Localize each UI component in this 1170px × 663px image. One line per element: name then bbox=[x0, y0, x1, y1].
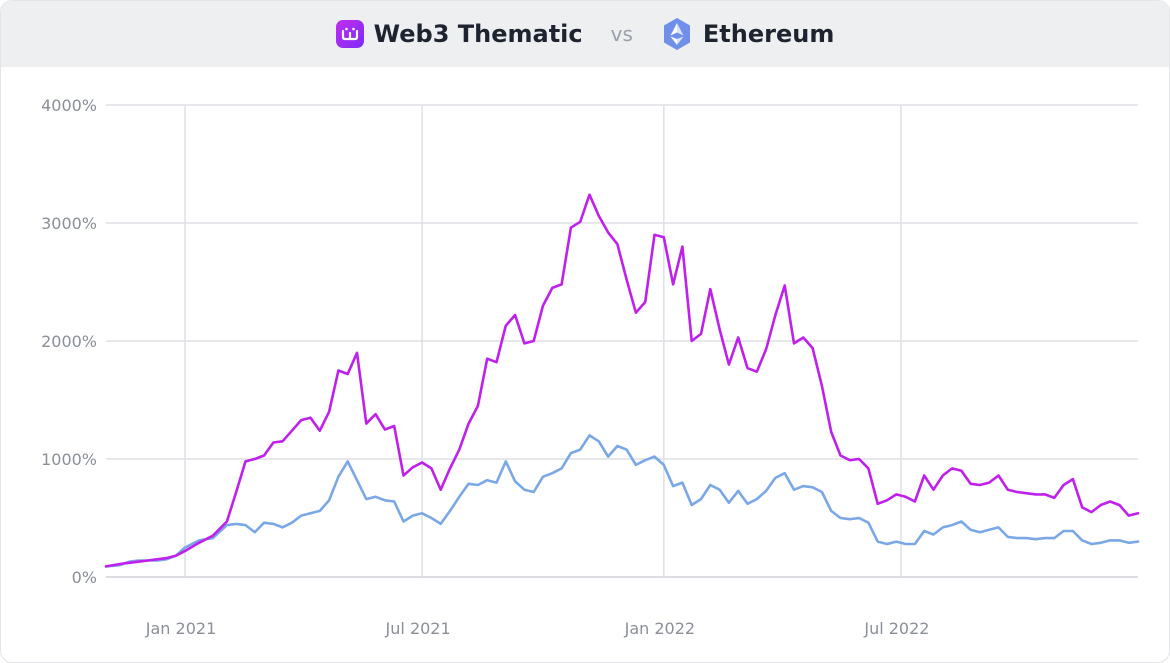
y-tick-label: 2000% bbox=[41, 332, 97, 351]
series-lines bbox=[104, 193, 1140, 568]
gridlines bbox=[106, 104, 1138, 578]
series-b-legend[interactable]: Ethereum bbox=[661, 17, 834, 51]
comparison-header: Web3 Thematic vs Ethereum bbox=[1, 1, 1169, 67]
y-tick-label: 3000% bbox=[41, 214, 97, 233]
web3-thematic-logo-icon bbox=[335, 20, 364, 48]
series-a-name: Web3 Thematic bbox=[373, 20, 583, 48]
x-axis-ticks: Jan 2021 Jul 2021 Jan 2022 Jul 2022 bbox=[145, 619, 930, 638]
x-tick-label: Jul 2021 bbox=[385, 619, 451, 638]
ethereum-line bbox=[104, 434, 1140, 568]
x-tick-label: Jan 2021 bbox=[145, 619, 216, 638]
y-axis-ticks: 0% 1000% 2000% 3000% 4000% bbox=[41, 96, 97, 587]
y-tick-label: 4000% bbox=[41, 96, 97, 115]
y-tick-label: 1000% bbox=[41, 450, 97, 469]
series-a-legend[interactable]: Web3 Thematic bbox=[335, 20, 583, 48]
ethereum-logo-icon bbox=[661, 17, 693, 51]
x-tick-label: Jul 2022 bbox=[863, 619, 929, 638]
x-tick-label: Jan 2022 bbox=[624, 619, 695, 638]
web3-thematic-line bbox=[104, 193, 1140, 568]
line-chart: 0%1000%2000%3000%4000% Jan 2021 Jul 2021 J… bbox=[41, 96, 1140, 638]
y-tick-label: 0% bbox=[72, 568, 97, 587]
series-b-name: Ethereum bbox=[702, 20, 835, 48]
vs-label: vs bbox=[610, 22, 633, 46]
